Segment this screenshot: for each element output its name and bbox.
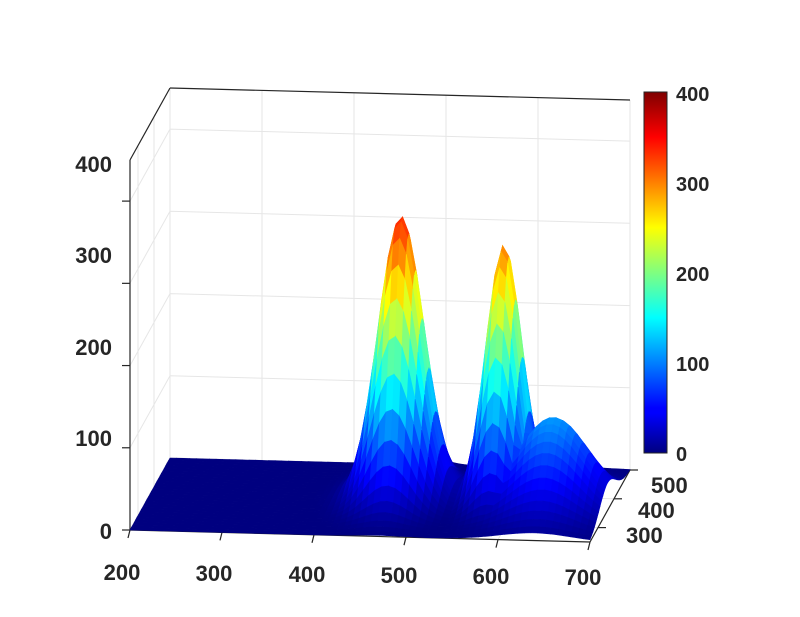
x-tick-label: 300: [196, 561, 233, 586]
z-tick-label: 400: [75, 152, 112, 177]
z-tick-label: 200: [75, 335, 112, 360]
colorbar-tick-label: 0: [676, 444, 687, 466]
x-tick-label: 500: [381, 563, 418, 588]
axes: [122, 87, 638, 551]
z-tick-label: 100: [75, 426, 112, 451]
x-tick-mark: [587, 541, 591, 551]
x-tick-mark: [311, 534, 315, 543]
y-tick-label: 500: [651, 473, 688, 498]
grid-line: [129, 128, 631, 202]
colorbar-tick-label: 400: [676, 84, 709, 106]
x-tick-label: 700: [565, 565, 602, 590]
y-tick-label: 400: [638, 498, 675, 523]
x-tick-mark: [495, 539, 499, 548]
x-tick-mark: [127, 529, 131, 539]
y-axis-ticks: 300 400 500: [626, 473, 688, 548]
colorbar-ticks: 0 100 200 300 400: [676, 84, 709, 466]
z-tick-label: 300: [75, 243, 112, 268]
surface-cell: [582, 534, 592, 541]
x-tick-label: 200: [104, 560, 141, 585]
x-tick-label: 600: [473, 564, 510, 589]
grid-line: [129, 210, 631, 284]
colorbar: [643, 91, 668, 454]
x-tick-mark: [403, 537, 407, 546]
y-axis-line: [589, 469, 631, 543]
colorbar-tick-label: 300: [676, 174, 709, 196]
z-tick-label: 0: [100, 519, 112, 544]
box-edge: [129, 87, 171, 161]
colorbar-tick-label: 100: [676, 354, 709, 376]
grid-line: [129, 88, 171, 531]
y-tick-label: 300: [626, 523, 663, 548]
x-tick-label: 400: [289, 562, 326, 587]
surface: [129, 215, 631, 541]
x-axis-ticks: 200 300 400 500 600 700: [104, 560, 602, 590]
x-tick-mark: [219, 532, 223, 541]
colorbar-tick-label: 200: [676, 264, 709, 286]
z-axis-ticks: 0 100 200 300 400: [75, 152, 112, 544]
box-edge: [169, 87, 631, 101]
colorbar-gradient: [643, 91, 668, 454]
